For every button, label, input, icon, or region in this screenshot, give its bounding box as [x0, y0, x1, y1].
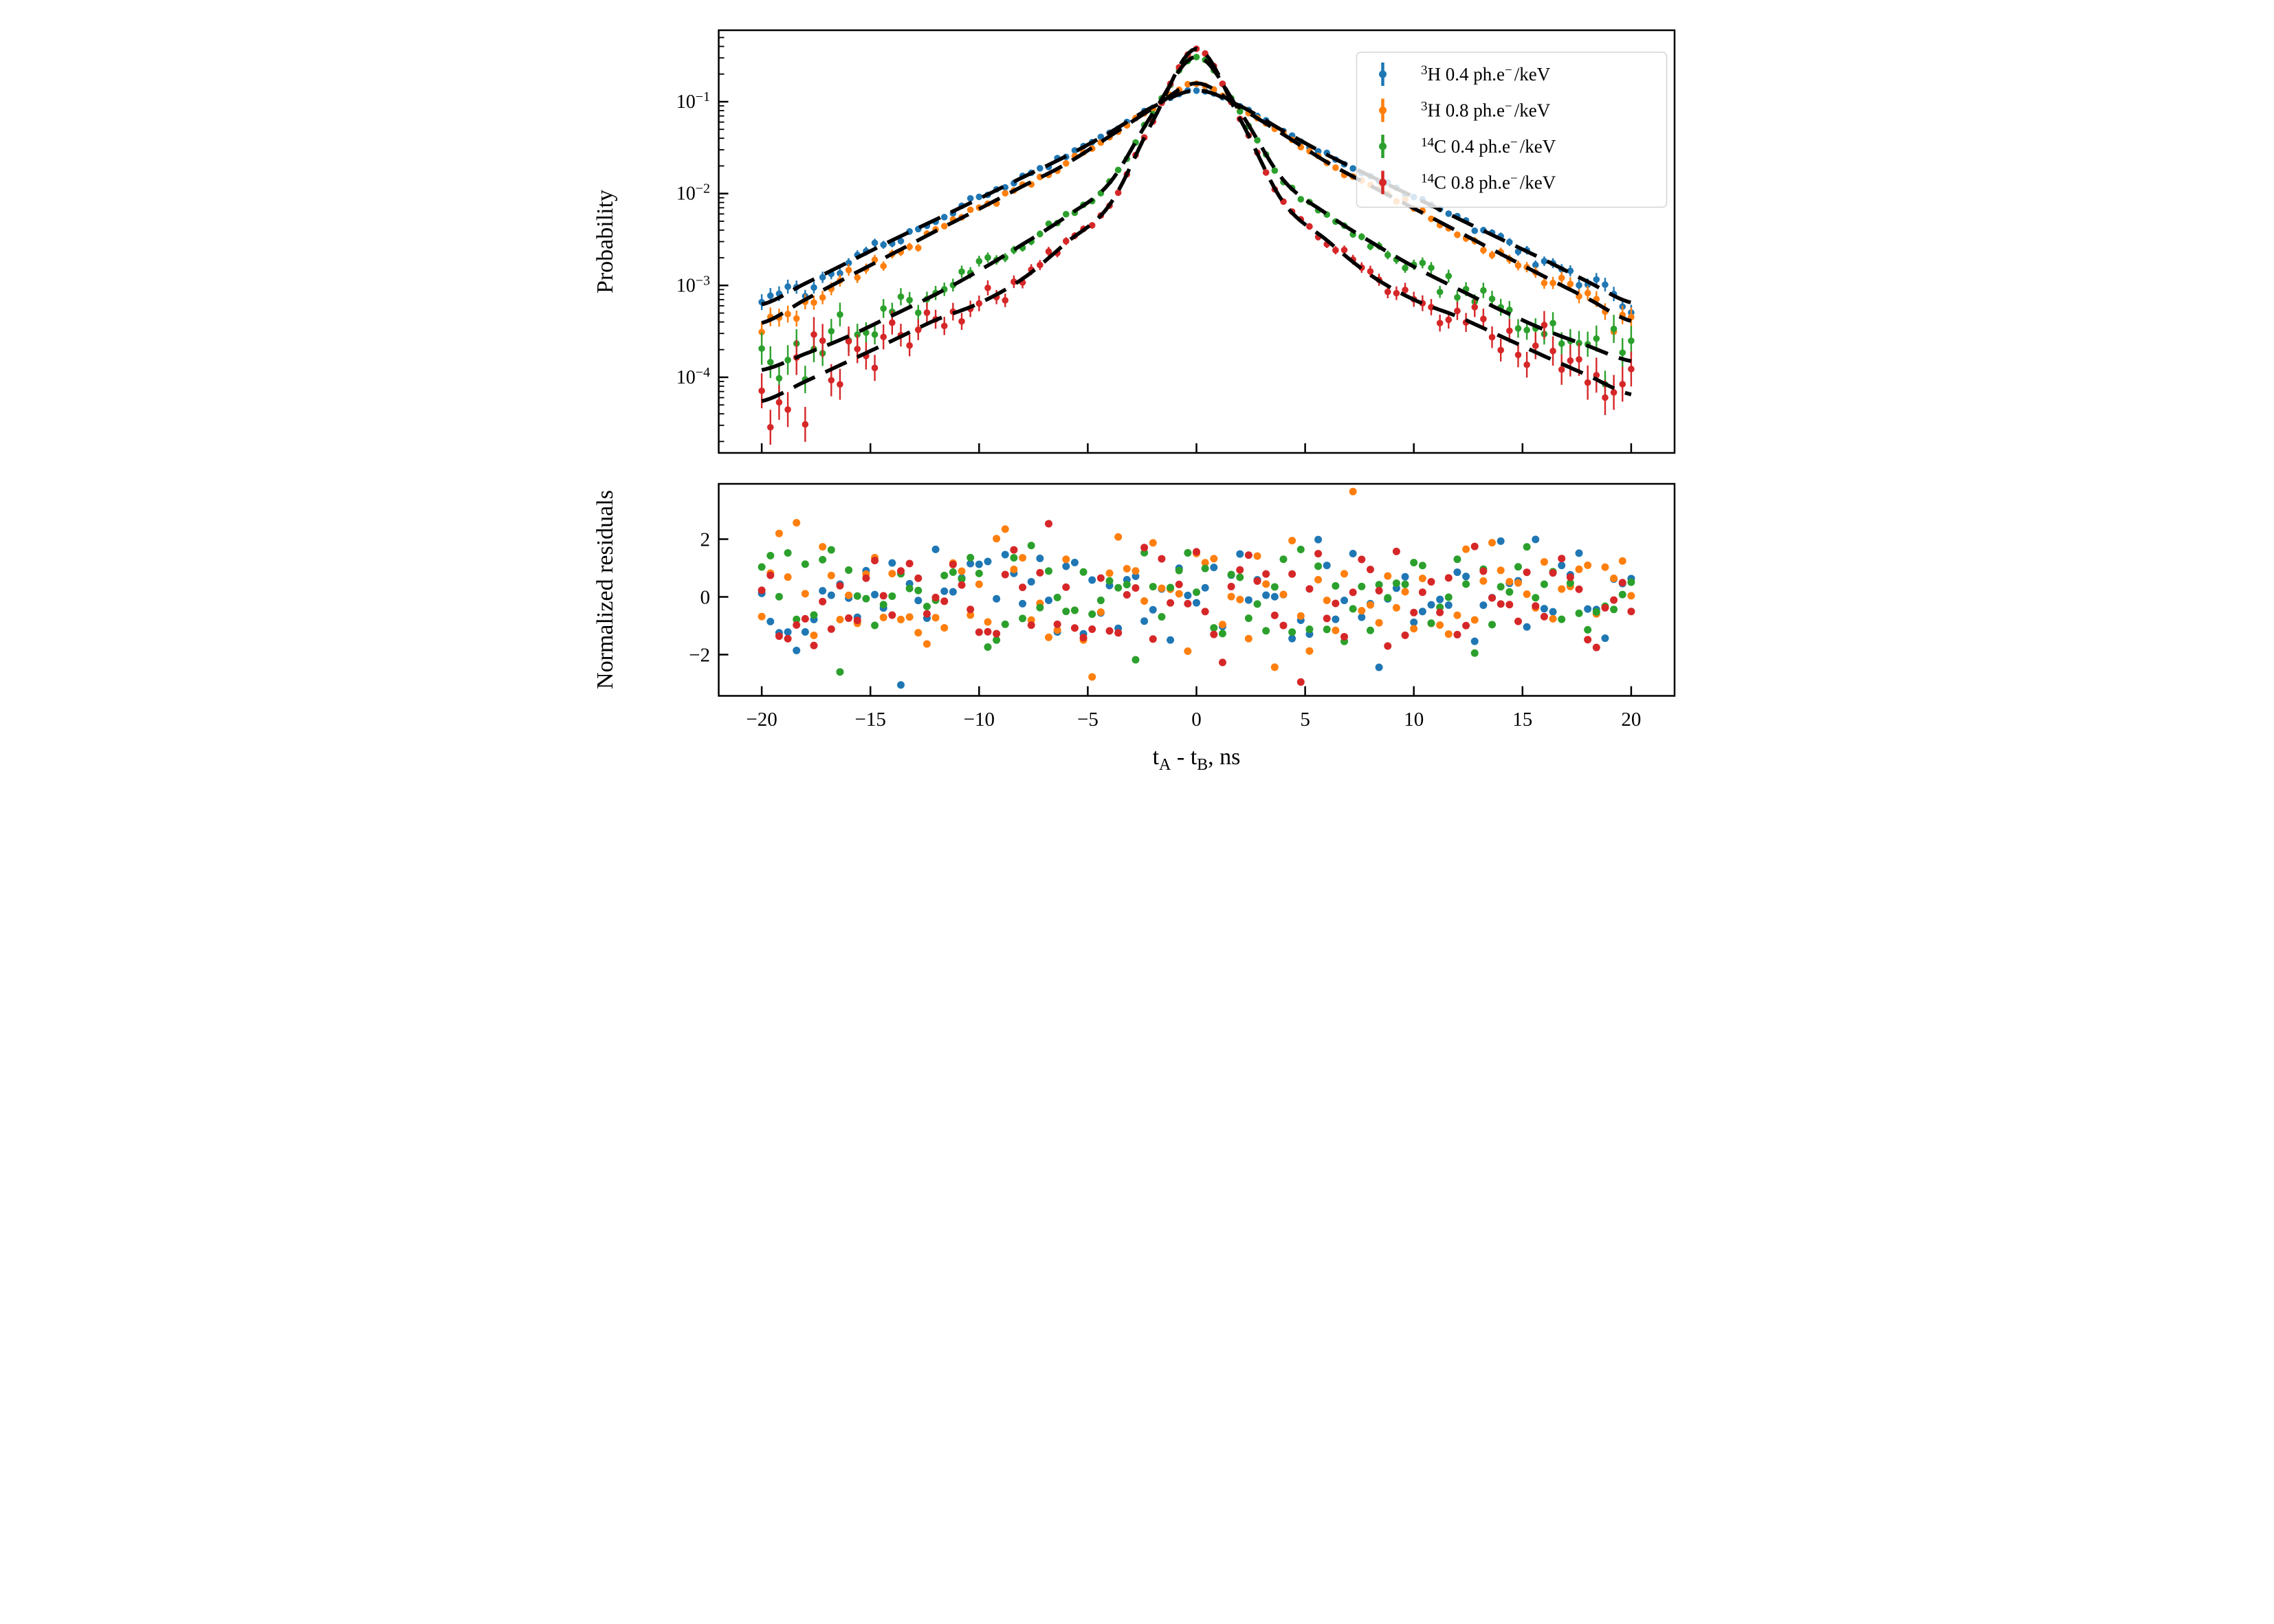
res-ytick-0: 0: [700, 587, 711, 609]
fit-curve-2: [761, 54, 1632, 372]
xtick-m10: −10: [964, 709, 995, 731]
dot-marker-icon: [1379, 70, 1387, 78]
res-ytick-2: 2: [700, 529, 711, 551]
x-axis-label: tA - tB, ns: [1153, 744, 1241, 774]
dot-marker-icon: [1379, 107, 1387, 114]
legend: 3H 0.4 ph.e−/keV 3H 0.8 ph.e−/keV 14C 0.…: [1356, 52, 1668, 208]
residuals--C-0.4-ph.e-keV: [758, 542, 1635, 676]
dot-marker-icon: [1379, 179, 1387, 186]
xtick-20: 20: [1621, 709, 1641, 731]
ytick-1e-4: 10−4: [676, 365, 710, 388]
legend-item-3h-0p4: 3H 0.4 ph.e−/keV: [1379, 63, 1551, 86]
ytick-1e-1: 10−1: [676, 89, 710, 113]
residuals-plot-area: [718, 487, 1635, 696]
legend-item-14c-0p8: 14C 0.8 ph.e−/keV: [1379, 170, 1556, 194]
xtick-0: 0: [1191, 709, 1202, 731]
legend-label: 14C 0.4 ph.e−/keV: [1421, 135, 1556, 157]
res-ytick-m2: −2: [689, 645, 710, 667]
top-panel-ticks: [718, 36, 1633, 453]
residuals--C-0.8-ph.e-keV: [758, 520, 1635, 686]
legend-item-3h-0p8: 3H 0.8 ph.e−/keV: [1379, 98, 1551, 122]
top-panel-frame: [718, 29, 1676, 454]
figure: 10−1 10−2 10−3 10−4 Probability 3H 0.4 p…: [568, 0, 1706, 812]
legend-label: 3H 0.4 ph.e−/keV: [1421, 63, 1551, 85]
legend-label: 14C 0.8 ph.e−/keV: [1421, 172, 1556, 193]
residuals--H-0.4-ph.e-keV: [758, 535, 1635, 689]
fit-curve-1: [761, 81, 1632, 325]
ytick-1e-2: 10−2: [676, 181, 710, 205]
timing-figure: 10−1 10−2 10−3 10−4 Probability 3H 0.4 p…: [568, 0, 1706, 812]
fit-curve-3: [761, 47, 1632, 403]
ytick-1e-3: 10−3: [676, 273, 710, 296]
residuals-ticks: [718, 538, 1633, 696]
legend-label: 3H 0.8 ph.e−/keV: [1421, 100, 1551, 121]
dot-marker-icon: [1379, 142, 1387, 151]
xtick-10: 10: [1404, 709, 1424, 731]
xtick-m20: −20: [746, 709, 777, 731]
xtick-5: 5: [1300, 709, 1310, 731]
residuals-y-axis-label: Normalized residuals: [593, 490, 618, 689]
legend-item-14c-0p4: 14C 0.4 ph.e−/keV: [1379, 135, 1556, 158]
legend-box: [1356, 52, 1668, 208]
xtick-15: 15: [1512, 709, 1532, 731]
xtick-m5: −5: [1077, 709, 1099, 731]
residuals-panel-frame: [718, 482, 1676, 697]
top-y-axis-label: Probability: [593, 190, 618, 293]
xtick-m15: −15: [855, 709, 886, 731]
fit-curve-0: [761, 88, 1632, 307]
